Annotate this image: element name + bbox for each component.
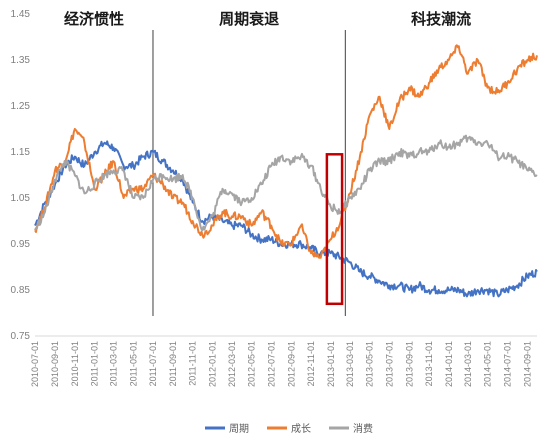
y-tick-label: 1.45 xyxy=(11,9,31,20)
x-tick-label: 2014-07-01 xyxy=(502,341,512,387)
x-tick-label: 2011-03-01 xyxy=(109,341,119,386)
phase-dividers xyxy=(152,30,346,316)
highlight-box xyxy=(325,153,344,306)
x-tick-label: 2012-01-01 xyxy=(207,341,217,387)
phase-label: 科技潮流 xyxy=(411,10,471,28)
x-tick-label: 2014-09-01 xyxy=(522,341,532,387)
x-tick-label: 2010-07-01 xyxy=(30,341,40,387)
legend-label: 消费 xyxy=(353,422,373,435)
x-tick-label: 2013-03-01 xyxy=(345,341,355,387)
y-tick-label: 0.95 xyxy=(11,239,31,250)
x-tick-label: 2013-05-01 xyxy=(365,341,375,387)
y-tick-label: 0.85 xyxy=(11,285,31,296)
x-tick-label: 2013-01-01 xyxy=(326,341,336,387)
legend: 周期 成长 消费 xyxy=(205,422,373,435)
x-tick-label: 2012-05-01 xyxy=(247,341,257,387)
x-tick-label: 2013-07-01 xyxy=(384,341,394,387)
y-tick-label: 1.05 xyxy=(11,193,31,204)
y-axis-ticks: 0.75 0.85 0.95 1.05 1.15 1.25 1.35 1.45 xyxy=(11,9,31,342)
x-tick-label: 2012-09-01 xyxy=(286,341,296,387)
x-tick-label: 2011-01-01 xyxy=(89,341,99,386)
x-tick-label: 2011-07-01 xyxy=(148,341,158,386)
series-line xyxy=(34,134,538,232)
x-tick-label: 2014-03-01 xyxy=(463,341,473,387)
x-tick-label: 2014-05-01 xyxy=(483,341,493,387)
x-axis-ticks: 2010-07-01 2010-09-01 2010-11-01 2011-01-01… xyxy=(30,341,532,387)
x-tick-label: 2010-09-01 xyxy=(50,341,60,387)
x-tick-label: 2013-11-01 xyxy=(424,341,434,386)
series-lines xyxy=(34,44,538,298)
y-tick-label: 1.35 xyxy=(11,55,31,66)
x-tick-label: 2011-11-01 xyxy=(188,341,198,386)
series-line xyxy=(34,44,538,259)
series-line xyxy=(34,140,538,298)
x-tick-label: 2012-07-01 xyxy=(266,341,276,387)
x-tick-label: 2011-05-01 xyxy=(128,341,138,386)
x-tick-label: 2013-09-01 xyxy=(404,341,414,387)
legend-label: 成长 xyxy=(291,423,311,435)
phase-label: 经济惯性 xyxy=(64,10,124,28)
y-tick-label: 1.15 xyxy=(11,147,31,158)
y-tick-label: 0.75 xyxy=(11,331,31,342)
x-tick-label: 2011-09-01 xyxy=(168,341,178,386)
phase-labels: 经济惯性 周期衰退 科技潮流 xyxy=(64,10,471,28)
y-tick-label: 1.25 xyxy=(11,101,31,112)
phase-label: 周期衰退 xyxy=(219,10,279,28)
legend-label: 周期 xyxy=(229,423,249,435)
x-tick-label: 2014-01-01 xyxy=(444,341,454,387)
x-tick-label: 2012-03-01 xyxy=(227,341,237,387)
x-tick-label: 2012-11-01 xyxy=(306,341,316,386)
x-tick-label: 2010-11-01 xyxy=(70,341,80,386)
